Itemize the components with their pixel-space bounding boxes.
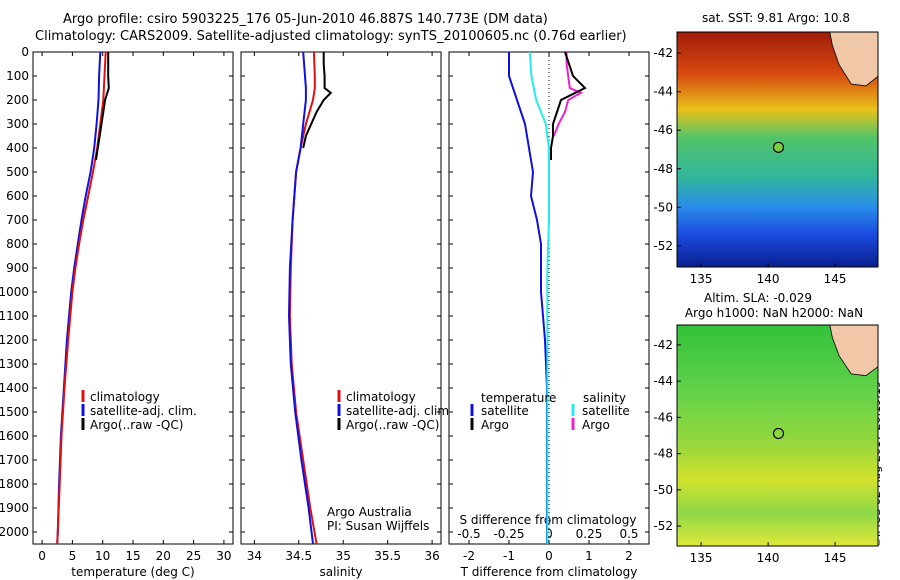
panel-0-xtick-label: 5	[69, 549, 77, 563]
panel-0-xlabel: temperature (deg C)	[71, 565, 194, 579]
sal-satellite-line	[287, 51, 314, 545]
map-2-lat-label: -46	[653, 410, 673, 424]
panel-2-xtick-label: 1	[585, 549, 593, 563]
map-1-frame	[676, 31, 879, 268]
annotation-line2: PI: Susan Wijffels	[327, 519, 429, 533]
annotation-line1: Argo Australia	[327, 505, 412, 519]
panel-2-frame	[448, 51, 650, 545]
panel-2-xtick-label: -1	[503, 549, 515, 563]
depth-tick-label: 1200	[0, 333, 29, 347]
panel-2-xlabel: T difference from climatology	[460, 565, 638, 579]
panel-0-xtick-label: 0	[38, 549, 46, 563]
panel-2-xtick-label: 0	[545, 549, 553, 563]
map-2-lon-label: 140	[757, 551, 780, 565]
salinity-diff-tick-label: -0.25	[493, 527, 524, 541]
depth-tick-label: 700	[6, 213, 29, 227]
legend-3-title-salinity: salinity	[583, 391, 626, 405]
depth-tick-label: 1600	[0, 429, 29, 443]
map-1-lat-label: -46	[653, 123, 673, 137]
map-1-lon-label: 145	[824, 272, 847, 286]
panel-1-frame	[240, 51, 442, 545]
depth-tick-label: 900	[6, 261, 29, 275]
salinity-diff-tick-label: 0	[545, 527, 553, 541]
sal-argo-line	[302, 52, 333, 149]
legend-3-title-temperature: temperature	[481, 391, 556, 405]
depth-tick-label: 1000	[0, 285, 29, 299]
depth-tick-label: 1300	[0, 357, 29, 371]
depth-tick-label: 300	[6, 117, 29, 131]
map-2-lat-label: -48	[653, 447, 673, 461]
plot-title-line1: Argo profile: csiro 5903225_176 05-Jun-2…	[63, 12, 548, 27]
panel-1-xtick-label: 34	[247, 549, 262, 563]
map-2-lon-label: 145	[824, 551, 847, 565]
sla-map-subtitle: Argo h1000: NaN h2000: NaN	[685, 306, 863, 320]
panel-1-xtick-label: 36	[424, 549, 439, 563]
depth-tick-label: 400	[6, 141, 29, 155]
salinity-diff-tick-label: -0.5	[457, 527, 480, 541]
argo-float-marker	[772, 427, 785, 440]
tdiff-argo-line	[550, 51, 587, 160]
map-2-frame	[676, 324, 879, 547]
panel-0-xtick-label: 20	[156, 549, 171, 563]
depth-tick-label: 1700	[0, 453, 29, 467]
panel-2-xtick-label: -2	[463, 549, 475, 563]
panel-0-xtick-label: 30	[216, 549, 231, 563]
depth-tick-label: 800	[6, 237, 29, 251]
panel-1-xtick-label: 34.5	[285, 549, 312, 563]
temp-argo-line	[95, 52, 110, 161]
map-1-lon-label: 140	[757, 272, 780, 286]
map-2-lat-label: -50	[653, 483, 673, 497]
sdiff-satellite-line	[528, 51, 550, 544]
sdiff-argo-line	[552, 52, 584, 137]
panel-0-frame	[32, 51, 234, 545]
sst-map-title: sat. SST: 9.81 Argo: 10.8	[702, 11, 850, 25]
depth-tick-label: 1500	[0, 405, 29, 419]
depth-tick-label: 1400	[0, 381, 29, 395]
map-2-lat-label: -44	[653, 374, 673, 388]
sla-map-title: Altim. SLA: -0.029	[704, 291, 812, 305]
map-1-lat-label: -42	[653, 46, 673, 60]
legend-3-label: satellite	[481, 404, 529, 418]
depth-tick-label: 500	[6, 165, 29, 179]
argo-float-marker	[772, 141, 785, 153]
depth-tick-label: 100	[6, 69, 29, 83]
panel-0-xtick-label: 25	[186, 549, 201, 563]
legend-3-label: Argo	[481, 418, 509, 432]
map-1-lat-label: -44	[653, 85, 673, 99]
salinity-diff-tick-label: 0.25	[576, 527, 603, 541]
legend-2-label: satellite-adj. clim.	[346, 404, 453, 418]
depth-tick-label: 2000	[0, 525, 29, 539]
map-1-lat-label: -48	[653, 162, 673, 176]
map-2-lat-label: -42	[653, 338, 673, 352]
legend-3-label: Argo	[582, 418, 610, 432]
depth-tick-label: 1100	[0, 309, 29, 323]
depth-tick-label: 1800	[0, 477, 29, 491]
map-1-lat-label: -52	[653, 239, 673, 253]
temp-climatology-line	[56, 51, 107, 545]
salinity-diff-tick-label: 0.5	[619, 527, 638, 541]
legend-2-label: Argo(..raw -QC)	[346, 418, 439, 432]
depth-tick-label: 600	[6, 189, 29, 203]
panel-1-xtick-label: 35	[336, 549, 351, 563]
panel-0-xtick-label: 15	[125, 549, 140, 563]
map-1-lon-label: 135	[690, 272, 713, 286]
map-1-lat-label: -50	[653, 200, 673, 214]
panel-0-xtick-label: 10	[95, 549, 110, 563]
map-2-lon-label: 135	[690, 551, 713, 565]
map-2-lat-label: -52	[653, 519, 673, 533]
depth-tick-label: 200	[6, 93, 29, 107]
plot-title-line2: Climatology: CARS2009. Satellite-adjuste…	[35, 29, 627, 44]
legend-2-label: climatology	[346, 390, 416, 404]
legend-1-label: climatology	[90, 390, 160, 404]
legend-3-label: satellite	[582, 404, 630, 418]
legend-1-label: Argo(..raw -QC)	[90, 418, 183, 432]
depth-tick-label: 1900	[0, 501, 29, 515]
legend-1-label: satellite-adj. clim.	[90, 404, 197, 418]
panel-2-xtick-label: 2	[625, 549, 633, 563]
panel-1-xtick-label: 35.5	[374, 549, 401, 563]
panel-1-xlabel: salinity	[319, 565, 362, 579]
depth-tick-label: 0	[21, 45, 29, 59]
